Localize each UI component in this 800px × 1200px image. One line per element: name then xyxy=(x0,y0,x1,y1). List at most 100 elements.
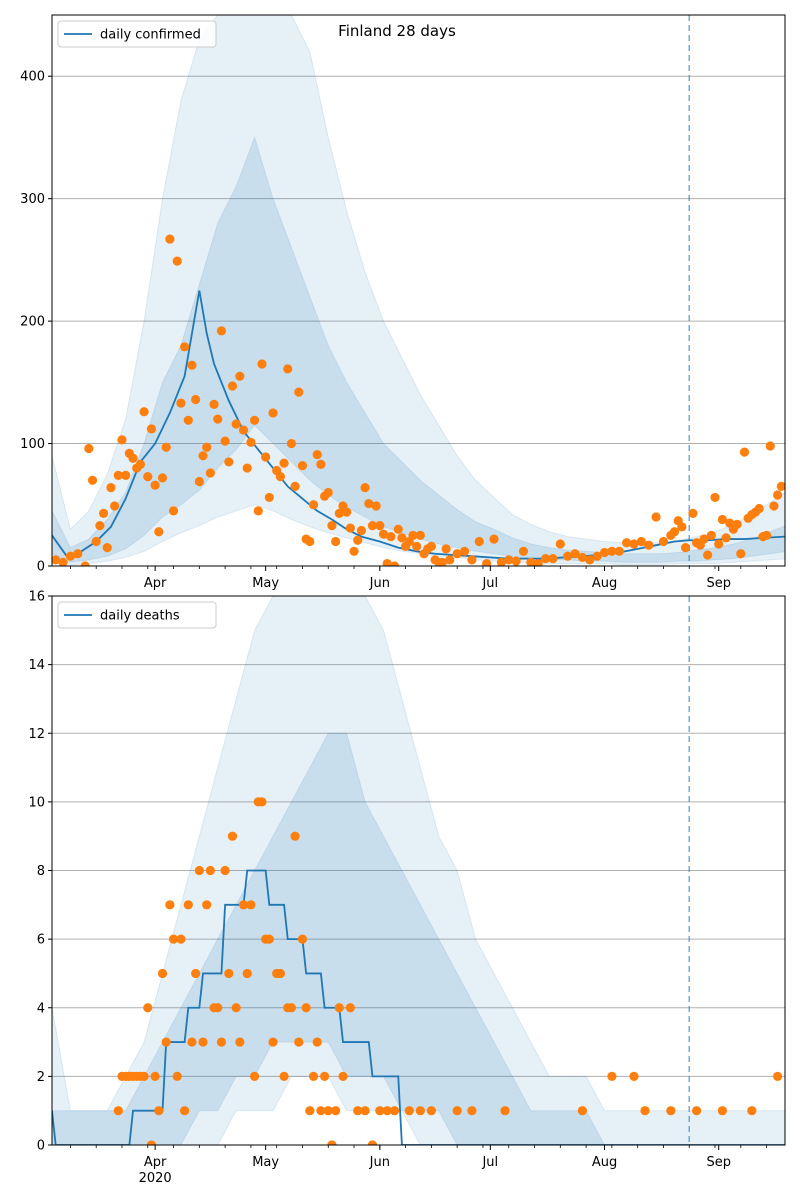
data-point xyxy=(629,1071,639,1081)
data-point xyxy=(563,551,573,561)
data-point xyxy=(378,529,389,539)
x-tick-label: Jun xyxy=(369,1155,390,1170)
x-tick-label: Jun xyxy=(369,576,390,591)
data-point xyxy=(154,527,164,537)
data-point xyxy=(342,507,352,517)
data-point xyxy=(773,1071,783,1081)
data-point xyxy=(261,452,271,462)
data-point xyxy=(688,508,698,518)
data-point xyxy=(135,459,146,469)
data-point xyxy=(220,436,230,446)
data-point xyxy=(117,435,127,445)
data-point xyxy=(191,968,201,979)
data-point xyxy=(268,1037,278,1047)
data-point xyxy=(249,1071,260,1081)
data-point xyxy=(209,399,219,409)
data-point xyxy=(739,447,750,457)
data-point xyxy=(577,552,588,563)
data-point xyxy=(205,865,215,876)
legend-box xyxy=(57,601,217,629)
data-point xyxy=(73,549,83,559)
legend-box xyxy=(57,20,217,48)
data-point xyxy=(305,1106,315,1116)
data-point xyxy=(102,543,112,553)
data-point xyxy=(375,1106,385,1116)
y-tick-label: 0 xyxy=(37,560,45,575)
data-point xyxy=(717,1106,727,1116)
data-point xyxy=(769,501,779,511)
data-point xyxy=(629,539,639,549)
data-point xyxy=(703,550,713,560)
data-point xyxy=(636,536,646,547)
data-point xyxy=(319,1071,330,1081)
data-point xyxy=(216,1037,227,1047)
data-point xyxy=(157,473,168,483)
data-point xyxy=(754,503,764,514)
y-tick-label: 0 xyxy=(37,1139,45,1154)
data-point xyxy=(382,558,392,566)
data-point xyxy=(345,523,355,533)
data-point xyxy=(356,525,367,536)
data-point xyxy=(202,442,212,452)
data-point xyxy=(294,1037,304,1047)
data-point xyxy=(585,555,595,565)
data-point xyxy=(570,549,580,559)
data-point xyxy=(235,1037,245,1047)
data-point xyxy=(224,968,234,979)
data-point xyxy=(511,556,521,566)
data-point xyxy=(404,1106,414,1116)
data-point xyxy=(334,508,344,518)
data-point xyxy=(415,1106,425,1116)
data-point xyxy=(710,492,720,503)
data-point xyxy=(747,1106,757,1116)
data-point xyxy=(58,557,68,566)
data-point xyxy=(640,1106,650,1116)
data-point xyxy=(279,1071,289,1081)
data-point xyxy=(264,934,274,944)
data-point xyxy=(275,472,285,482)
data-point xyxy=(227,831,238,841)
data-point xyxy=(128,453,138,463)
data-point xyxy=(205,468,215,478)
data-point xyxy=(599,547,610,558)
data-point xyxy=(389,561,400,566)
x-tick-label: Aug xyxy=(592,576,617,591)
data-point xyxy=(294,387,304,397)
data-point xyxy=(622,538,632,548)
y-tick-label: 6 xyxy=(37,933,45,948)
data-point xyxy=(139,407,149,417)
data-point xyxy=(227,381,238,391)
data-point xyxy=(721,533,731,543)
data-point xyxy=(194,865,204,876)
data-point xyxy=(651,512,661,522)
data-point xyxy=(246,900,256,910)
data-point xyxy=(95,520,105,531)
data-point xyxy=(312,449,322,460)
data-point xyxy=(106,483,116,493)
data-point xyxy=(382,1106,392,1116)
data-point xyxy=(283,364,293,374)
data-point xyxy=(577,1106,588,1116)
data-point xyxy=(257,359,267,369)
data-point xyxy=(467,555,477,565)
data-point xyxy=(644,540,654,550)
y-tick-label: 2 xyxy=(37,1070,45,1085)
y-tick-label: 14 xyxy=(28,658,45,673)
data-point xyxy=(714,539,724,549)
plot-area xyxy=(52,596,785,1145)
data-point xyxy=(415,530,425,540)
data-point xyxy=(426,541,436,552)
plot-area xyxy=(52,15,785,566)
data-point xyxy=(198,451,208,461)
data-point xyxy=(146,1140,157,1145)
data-point xyxy=(213,1003,223,1013)
x-tick-label: May xyxy=(252,576,279,591)
data-point xyxy=(176,398,186,408)
data-point xyxy=(482,558,492,566)
data-point xyxy=(87,475,98,485)
x-tick-label: Apr xyxy=(144,1155,167,1170)
data-point xyxy=(246,437,256,447)
data-point xyxy=(496,557,506,566)
band-inner xyxy=(52,732,785,1145)
